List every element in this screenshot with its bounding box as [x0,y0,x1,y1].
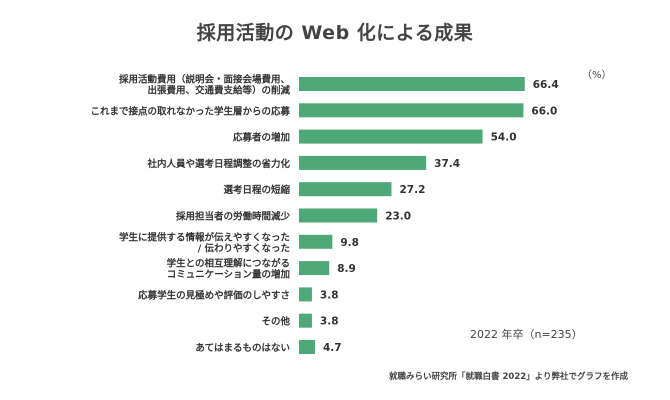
chart-title: 採用活動の Web 化による成果 [196,22,474,44]
value-label: 3.8 [320,316,339,328]
value-label: 66.4 [533,79,559,91]
category-label: 応募者の増加 [232,132,290,144]
sample-size-label: 2022 年卒（n=235） [470,328,583,341]
category-label: 学生に提供する情報が伝えやすくなった [119,231,290,243]
category-label: これまで接点の取れなかった学生層からの応募 [90,105,290,117]
value-label: 27.2 [399,184,425,196]
value-label: 54.0 [491,132,517,144]
category-label: 選考日程の短縮 [223,184,290,196]
unit-label: （%） [582,70,612,81]
bar [299,182,392,197]
bar [299,208,378,223]
category-label: 採用担当者の労働時間減少 [176,211,291,223]
category-label: あてはまるものはない [195,342,290,354]
value-label: 9.8 [340,237,359,249]
value-label: 23.0 [385,211,411,223]
bar [299,340,315,354]
value-label: 3.8 [320,289,339,301]
bar [299,313,312,328]
category-label: 学生との相互理解につながる [167,258,290,270]
bar [299,77,525,91]
bar [299,129,483,144]
category-label: その他 [261,316,290,328]
value-label: 37.4 [434,158,460,170]
value-label: 66.0 [531,105,557,117]
category-label: 応募学生の見極めや評価のしやすさ [137,289,290,301]
source-note: 就職みらい研究所「就職白書 2022」より弊社でグラフを作成 [389,372,628,382]
category-label: / 伝わりやすくなった [198,242,290,254]
bar [299,103,524,118]
category-label: 社内人員や選考日程調整の省力化 [146,158,290,170]
category-label: 採用活動費用（説明会・面接会場費用、 [119,74,290,86]
value-label: 8.9 [337,263,356,275]
category-label: コミュニケーション量の増加 [167,269,290,281]
bar [299,155,427,170]
value-label: 4.7 [323,342,342,354]
bar [299,287,312,302]
category-label: 出張費用、交通費支給等）の削減 [147,85,290,97]
bar [299,234,333,249]
bar [299,261,330,276]
